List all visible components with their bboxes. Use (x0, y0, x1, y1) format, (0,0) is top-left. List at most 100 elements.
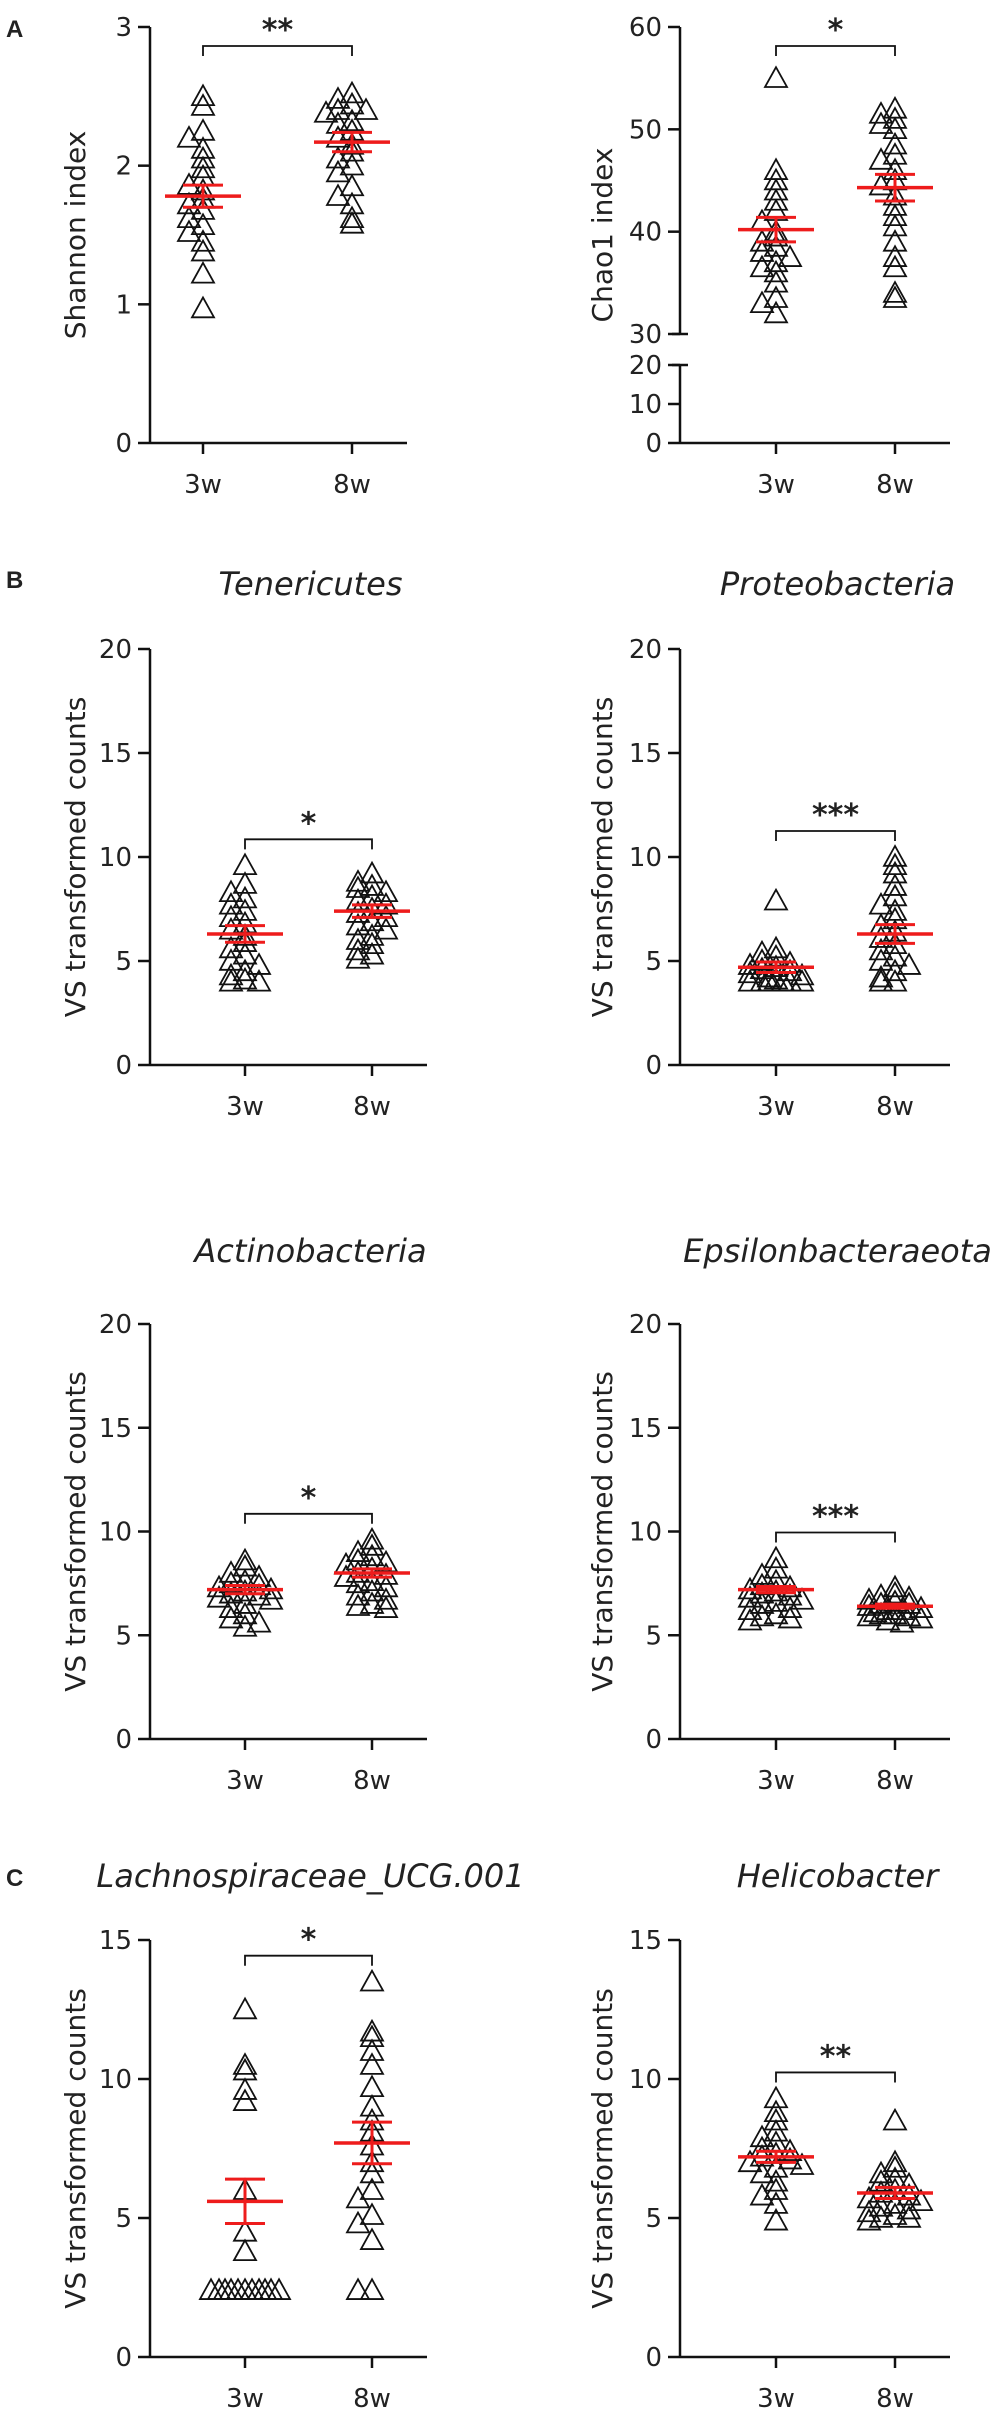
data-point-8w (868, 111, 894, 134)
data-point-8w (868, 101, 894, 124)
data-point-3w (763, 2107, 789, 2131)
significance-bracket (775, 45, 896, 56)
chart-title: Epsilonbacteraeota (683, 1232, 990, 1270)
data-point-8w (345, 875, 371, 898)
significance-bracket (775, 830, 896, 841)
data-point-3w (190, 93, 216, 116)
data-point-8w (359, 2177, 385, 2200)
data-point-3w (737, 1597, 763, 1621)
y-axis-label: VS transformed counts (59, 697, 92, 1018)
data-point-8w (359, 2277, 385, 2300)
data-point-3w (246, 952, 272, 975)
data-point-8w (359, 2052, 385, 2075)
y-tick-label: 0 (115, 429, 132, 459)
y-tick-label: 20 (99, 635, 132, 665)
y-tick-label: 10 (629, 390, 662, 420)
panel-letter-b: B (6, 567, 23, 594)
data-point-3w (206, 1585, 232, 1608)
y-tick-label: 0 (645, 1051, 662, 1081)
data-point-8w (339, 80, 365, 104)
data-point-3w (763, 966, 789, 990)
data-point-8w (345, 912, 371, 936)
data-point-8w (856, 1587, 882, 1610)
data-point-3w (763, 2169, 789, 2192)
data-point-8w (882, 106, 908, 129)
significance-label: * (828, 13, 844, 48)
data-point-3w (218, 968, 244, 992)
data-point-3w (777, 244, 803, 267)
data-point-3w (737, 952, 763, 975)
significance-label: * (301, 806, 317, 841)
data-point-3w (763, 269, 789, 293)
chart-lachnospiraceae-ucg-001: 0 5 10 15 3w 8w VS transformed counts Lachnospi… (59, 1857, 525, 2411)
data-point-8w (345, 2277, 371, 2300)
data-point-3w (232, 966, 258, 990)
data-point-3w (763, 234, 789, 257)
data-point-3w (218, 891, 244, 915)
data-point-3w (176, 205, 202, 229)
data-point-8w (882, 254, 908, 278)
chart-title: Tenericutes (218, 565, 402, 603)
data-point-3w (176, 219, 202, 242)
y-tick-label: 5 (645, 947, 662, 977)
y-tick-label: 40 (629, 218, 662, 248)
data-point-8w (882, 229, 908, 252)
data-point-8w (325, 159, 351, 183)
x-tick-label: 8w (876, 1092, 914, 1122)
y-axis-label: VS transformed counts (586, 1988, 619, 2309)
data-point-8w (339, 211, 365, 234)
significance-label: *** (812, 1499, 859, 1534)
data-point-8w (359, 1543, 385, 1567)
data-point-8w (882, 116, 908, 140)
data-point-3w (763, 285, 789, 308)
data-point-3w (749, 1603, 775, 1627)
data-point-8w (882, 213, 908, 237)
y-tick-label: 5 (645, 2204, 662, 2234)
data-point-3w (232, 1547, 258, 1571)
data-point-8w (868, 964, 894, 988)
x-tick-label: 3w (184, 470, 222, 500)
x-tick-label: 8w (353, 2384, 391, 2411)
data-point-3w (232, 2238, 258, 2262)
y-tick-label: 10 (99, 1518, 132, 1548)
data-point-3w (789, 962, 815, 986)
y-tick-label: 5 (645, 1621, 662, 1651)
data-point-3w (190, 83, 216, 107)
panel-letter-c: C (6, 1865, 23, 1892)
data-point-8w (868, 2205, 894, 2228)
data-point-3w (749, 254, 775, 278)
data-point-3w (737, 2149, 763, 2173)
x-tick-label: 8w (876, 1766, 914, 1796)
y-tick-label: 10 (629, 843, 662, 873)
data-point-3w (206, 1574, 232, 1598)
data-point-8w (359, 2149, 385, 2173)
data-point-3w (749, 1591, 775, 1614)
chart-helicobacter: 0 5 10 15 3w 8w VS transformed counts Helicobac… (586, 1857, 950, 2411)
data-point-8w (325, 145, 351, 169)
data-point-8w (359, 908, 385, 932)
data-point-3w (190, 212, 216, 235)
x-tick-label: 3w (757, 470, 795, 500)
data-point-8w (882, 142, 908, 165)
data-point-8w (882, 943, 908, 967)
y-axis-label: Chao1 index (586, 148, 619, 323)
x-tick-label: 8w (333, 470, 371, 500)
data-point-3w (190, 238, 216, 262)
data-point-8w (882, 2202, 908, 2225)
chart-title: Lachnospiraceae_UCG.001 (96, 1857, 524, 1895)
y-tick-label: 5 (115, 947, 132, 977)
data-point-8w (373, 1595, 399, 1618)
data-point-3w (763, 1601, 789, 1625)
data-point-3w (246, 1609, 272, 1633)
data-point-3w (225, 2277, 251, 2300)
data-point-8w (868, 147, 894, 170)
data-point-3w (232, 1614, 258, 1637)
data-point-3w (737, 960, 763, 984)
data-point-3w (218, 1595, 244, 1618)
data-point-3w (232, 1601, 258, 1625)
data-point-3w (763, 259, 789, 283)
data-point-8w (359, 1591, 385, 1614)
y-tick-label: 15 (99, 1926, 132, 1956)
